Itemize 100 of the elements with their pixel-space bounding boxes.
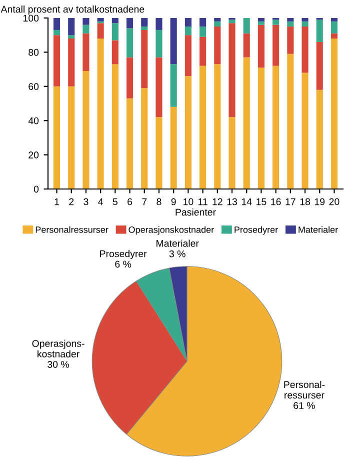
bar	[302, 18, 308, 22]
x-tick-label: 7	[142, 198, 147, 206]
bar	[287, 26, 294, 54]
bar	[53, 18, 60, 30]
x-tick-label: 8	[156, 198, 162, 206]
bar	[141, 88, 148, 189]
data-label: 3 %	[169, 250, 186, 258]
bar	[302, 26, 308, 73]
bar	[272, 66, 280, 189]
bar	[97, 18, 104, 22]
bar	[258, 68, 265, 189]
bar	[141, 26, 148, 30]
bar	[68, 86, 75, 189]
bar	[53, 35, 60, 86]
bar	[170, 106, 177, 189]
y-tick-label: 60	[28, 83, 39, 90]
slice-label: Operasjons- kostnader	[32, 340, 84, 358]
bar	[228, 117, 236, 189]
legend-label: Operasjonskostnader	[128, 226, 214, 235]
x-tick-label: 1	[54, 198, 59, 206]
bar	[184, 18, 192, 27]
legend-label: Personalressurser	[36, 226, 108, 233]
bar	[141, 18, 148, 27]
bar	[200, 66, 206, 189]
x-tick-label: 16	[271, 198, 281, 206]
bar	[184, 35, 192, 76]
bar	[97, 23, 104, 39]
bar	[170, 18, 177, 64]
bar	[112, 64, 118, 189]
bar	[258, 24, 265, 68]
bar	[126, 18, 134, 28]
bar	[287, 18, 294, 22]
bar	[200, 26, 206, 37]
data-label: 30 %	[48, 360, 69, 368]
bar	[112, 23, 118, 40]
bar	[200, 36, 206, 66]
x-tick-label: 6	[128, 198, 132, 206]
y-tick-label: 0	[34, 186, 39, 193]
x-tick-label: 2	[69, 198, 74, 206]
x-tick-label: 14	[242, 198, 252, 206]
bar	[126, 98, 134, 189]
bar	[243, 18, 250, 34]
data-label: 61 %	[294, 402, 315, 410]
bar	[330, 33, 338, 39]
data-label: 6 %	[115, 260, 132, 268]
bar	[112, 40, 118, 64]
y-tick-label: 80	[28, 48, 39, 56]
bar	[272, 20, 280, 25]
bar	[330, 38, 338, 189]
x-tick-label: 18	[300, 198, 310, 206]
x-tick-label: 17	[286, 198, 296, 206]
bar	[302, 21, 308, 27]
bar	[82, 24, 90, 34]
y-tick-label: 40	[28, 117, 39, 124]
bar	[184, 76, 192, 189]
bar	[53, 86, 60, 189]
bar	[68, 18, 75, 36]
bar	[330, 18, 338, 22]
slice-label: Prosedyrer	[100, 250, 147, 260]
bar	[330, 21, 338, 34]
bar	[316, 20, 323, 42]
bar	[316, 90, 323, 189]
bar	[82, 71, 90, 189]
bar	[302, 72, 308, 189]
bar	[156, 18, 162, 30]
x-tick-label: 4	[98, 198, 103, 206]
bar	[141, 30, 148, 88]
slice-label: Materialer	[156, 240, 199, 247]
x-tick-label: 11	[198, 198, 208, 206]
bar	[156, 57, 162, 118]
x-tick-label: 20	[329, 198, 340, 206]
bar	[258, 21, 265, 25]
bar	[82, 33, 90, 72]
x-tick-label: 12	[212, 198, 222, 206]
bar	[200, 18, 206, 27]
bar	[214, 21, 221, 27]
y-tick-label: 100	[23, 14, 39, 22]
bar	[68, 38, 75, 86]
bar	[228, 20, 236, 24]
x-tick-label: 13	[227, 198, 237, 206]
bar	[243, 33, 250, 58]
bar	[316, 42, 323, 90]
bar	[272, 24, 280, 66]
legend-label: Prosedyrer	[234, 226, 278, 235]
bar	[287, 21, 294, 27]
x-tick-label: 3	[84, 198, 88, 206]
y-axis-title: Antall prosent av totalkostnadene	[0, 6, 144, 15]
slice-label: Personal- ressurser	[284, 380, 325, 399]
x-tick-label: 9	[171, 198, 176, 206]
x-tick-label: 15	[256, 198, 266, 206]
bar	[97, 38, 104, 189]
bar	[112, 18, 118, 24]
bar	[214, 64, 221, 189]
bar	[287, 54, 294, 189]
bar	[258, 18, 265, 22]
bar	[53, 30, 60, 36]
y-tick-label: 20	[28, 152, 39, 158]
bar	[82, 18, 90, 25]
bar	[228, 23, 236, 118]
bar	[156, 117, 162, 189]
